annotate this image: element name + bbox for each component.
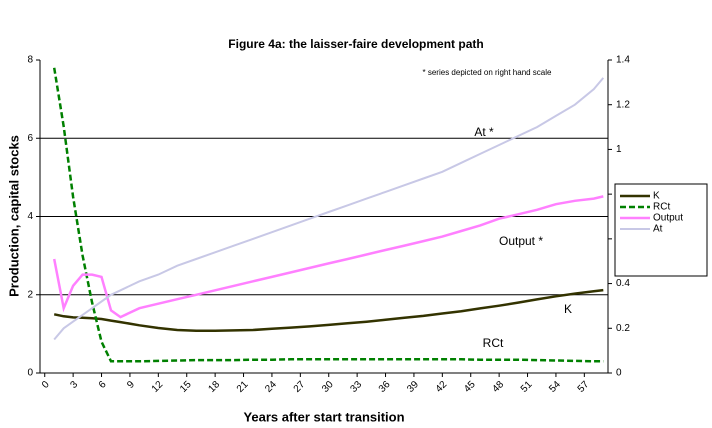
series-line [52,195,604,319]
annotation: Output * [499,234,543,248]
x-tick-label: 36 [377,379,393,395]
x-tick-label: 45 [462,379,478,395]
x-tick-label: 27 [292,379,308,395]
annotation: K [564,302,572,316]
annotation: * series depicted on right hand scale [423,68,553,77]
y2-tick-label: 1.4 [616,55,630,66]
y-tick-label: 6 [27,133,33,144]
x-tick-label: 0 [40,379,52,391]
annotation: At * [474,125,494,139]
x-tick-label: 33 [348,379,364,395]
y2-tick-label: 0.2 [616,323,630,334]
y-axis-label: Production, capital stocks [6,135,21,297]
x-tick-label: 6 [97,379,109,391]
x-tick-label: 3 [68,379,80,391]
x-tick-label: 12 [150,379,166,395]
x-tick-label: 51 [519,379,535,395]
y-tick-label: 8 [27,55,33,66]
x-tick-label: 9 [125,379,137,391]
y2-tick-label: 0 [616,368,622,379]
y2-tick-label: 1.2 [616,99,630,110]
x-tick-label: 48 [490,379,506,395]
x-tick-label: 30 [320,379,336,395]
x-tick-label: 18 [206,379,222,395]
x-tick-label: 57 [576,379,592,395]
x-axis-label: Years after start transition [243,409,404,424]
legend-label: K [653,191,660,202]
y-tick-label: 2 [27,289,33,300]
legend-label: At [653,224,663,235]
series-line [53,77,605,341]
chart-title: Figure 4a: the laisser-faire development… [228,37,483,51]
y-tick-label: 0 [27,368,33,379]
x-tick-label: 54 [547,379,563,395]
x-tick-label: 21 [235,379,251,395]
legend-label: RCt [653,202,670,213]
x-tick-label: 15 [178,379,194,395]
legend-label: Output [653,213,683,224]
y2-tick-label: 0.4 [616,278,630,289]
y2-tick-label: 1 [616,144,622,155]
annotation: RCt [483,336,504,350]
x-tick-label: 24 [263,379,279,395]
series-line [52,67,604,363]
series-line [53,288,604,332]
y-tick-label: 4 [27,211,33,222]
x-tick-label: 42 [434,379,450,395]
x-tick-label: 39 [405,379,421,395]
